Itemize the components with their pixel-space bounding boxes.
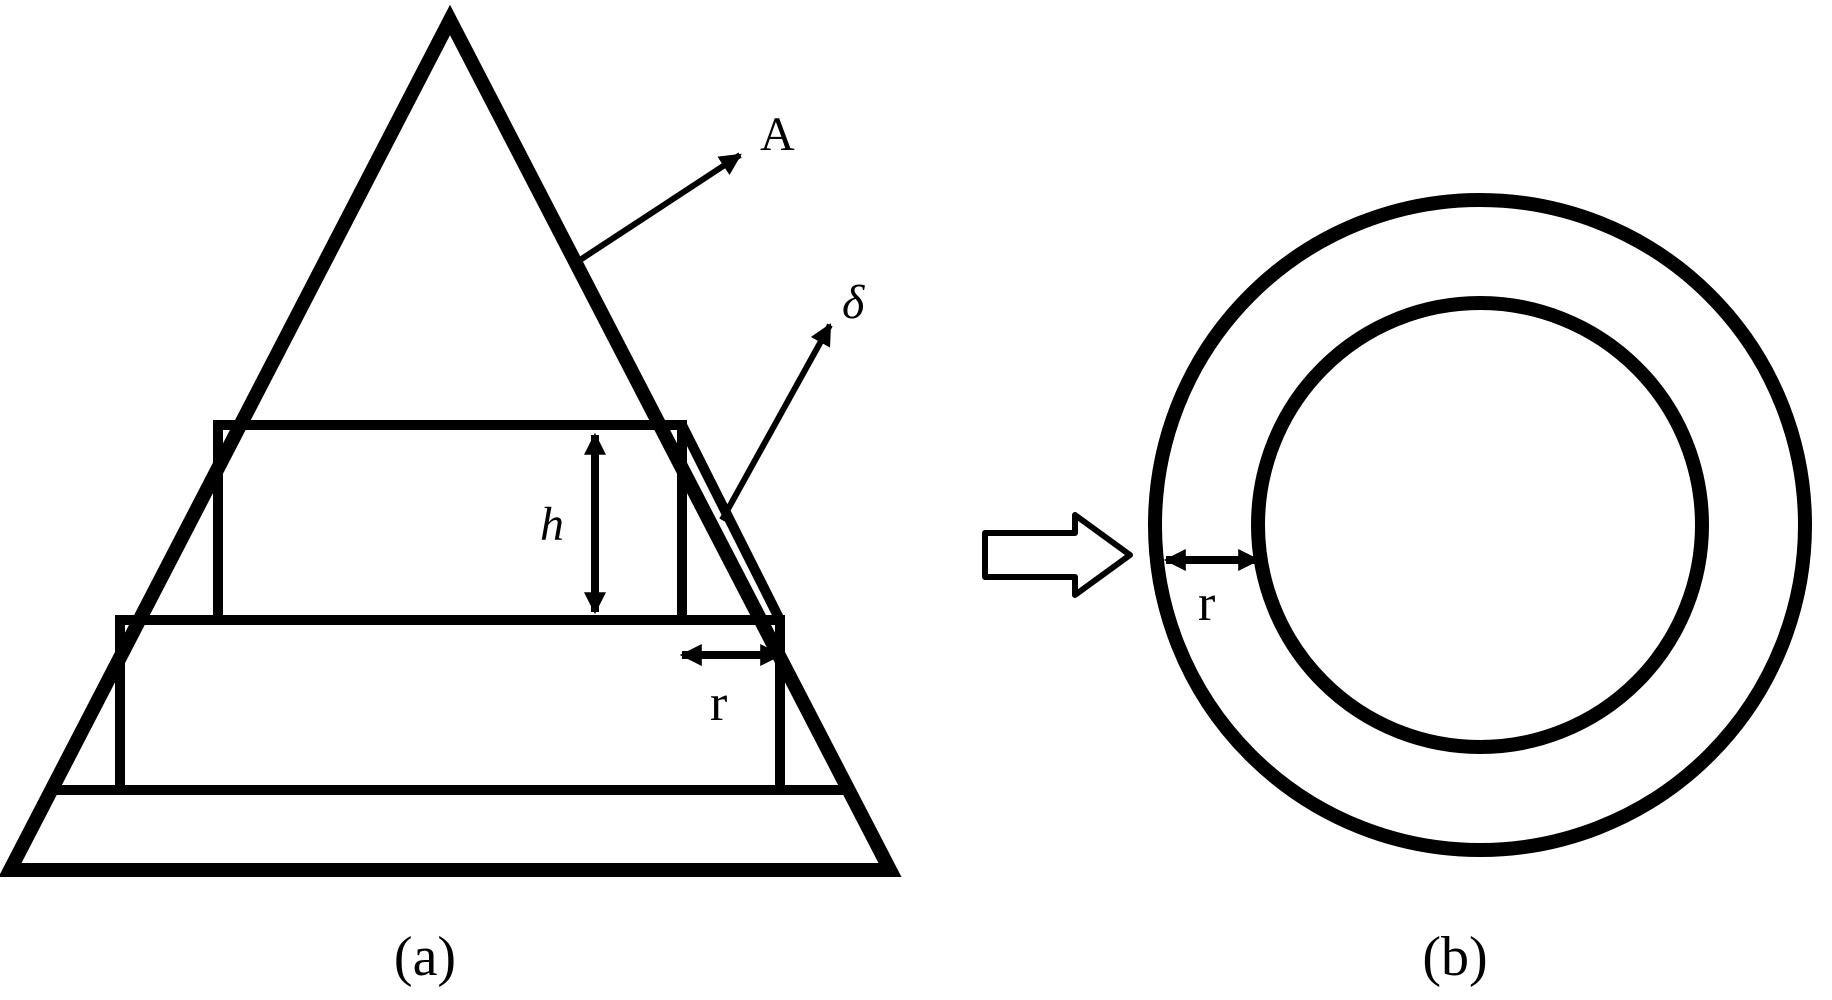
transition-arrow (985, 515, 1130, 595)
caption-b: (b) (1422, 926, 1487, 988)
stratum-top (218, 425, 682, 620)
label-h: h (540, 498, 564, 551)
leader-delta (722, 325, 830, 520)
cone-outline (10, 20, 890, 870)
caption-a: (a) (394, 926, 456, 988)
stratum-mid (120, 620, 780, 790)
ring-inner (1258, 303, 1702, 747)
label-delta: δ (842, 276, 865, 329)
label-r-left: r (710, 675, 727, 732)
leader-A (580, 155, 740, 260)
label-A: A (760, 108, 795, 161)
delta-hypotenuse (682, 425, 780, 620)
label-r-right: r (1198, 575, 1215, 632)
